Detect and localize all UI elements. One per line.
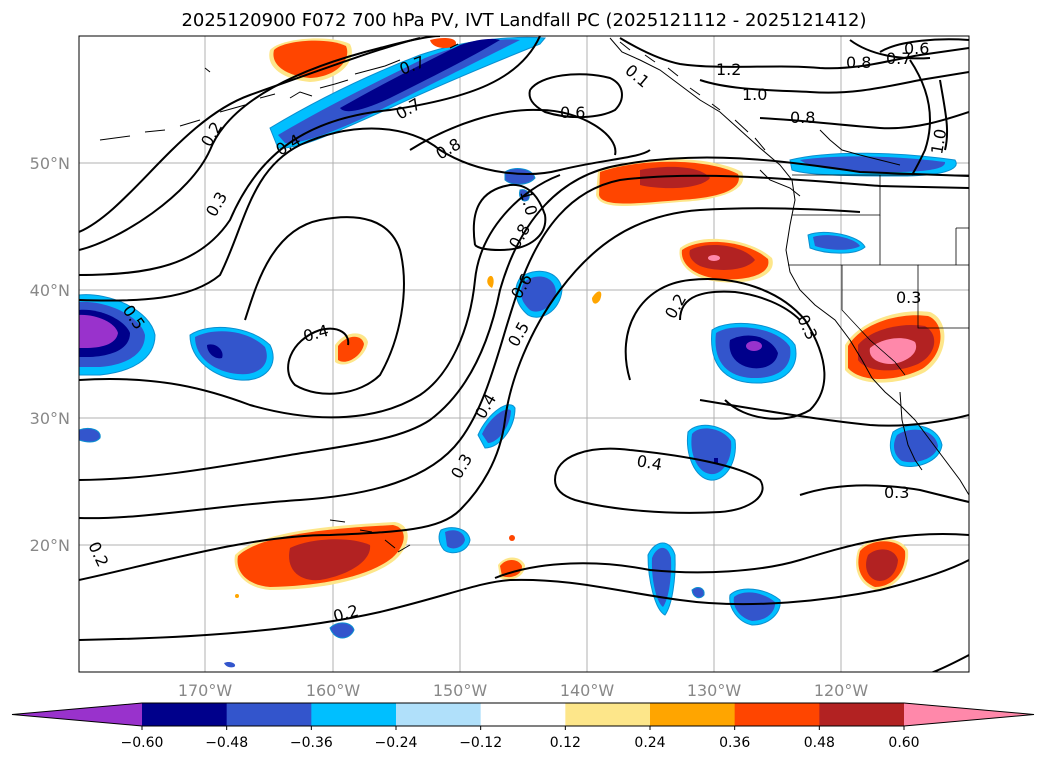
longitude-labels: 170°W 160°W 150°W 140°W 130°W 120°W [178,681,869,700]
anomaly-blob-central-positive [335,333,368,365]
colorbar-tick-label: 0.60 [888,735,919,751]
anomaly-blob-midpacific-negative-1 [515,270,563,318]
anomaly-blob-tiny-positive-3 [509,535,515,541]
anomaly-blob-tropical-negative-core [651,547,672,607]
colorbar-segment [734,703,820,726]
colorbar-segment [480,703,566,726]
lat-label: 20°N [30,536,70,555]
anomaly-blob-mexico-positive [855,538,909,590]
colorbar-segment [311,703,397,726]
contour-label: 0.8 [790,108,815,127]
anomaly-blob-oregon-negative [807,231,866,254]
anomaly-blob-small-negative-3-core [445,530,465,549]
colorbar-tick-label: 0.36 [719,735,750,751]
contour-label: 0.3 [896,288,921,307]
lon-label: 140°W [560,681,615,700]
lon-label: 170°W [178,681,233,700]
anomaly-blob-west-edge-negative [79,294,156,376]
anomaly-blob-tiny-positive-2 [592,291,602,304]
colorbar-segment [650,703,736,726]
anomaly-blob-tiny-negative-3 [79,427,101,443]
colorbar-tick-label: −0.24 [375,735,418,751]
colorbar-segment [819,703,905,726]
colorbar-segment [226,703,312,726]
anomaly-blob-north-pacific-positive [679,238,773,283]
colorbar-tick-label: 0.12 [550,735,581,751]
colorbar-tick-label: 0.48 [804,735,835,751]
lon-label: 150°W [433,681,488,700]
contour-label: 0.4 [635,451,663,474]
anomaly-blob-south-negative-core [733,592,776,621]
anomaly-blob-tiny-positive-1 [487,275,494,288]
contour-label: 0.3 [884,483,909,502]
colorbar-segment [565,703,651,726]
contour-label: 0.6 [904,39,929,58]
colorbar-segment [396,703,482,726]
map-area: 0.2 0.3 0.4 0.7 0.7 0.6 0.8 1.2 1.0 0.8 … [79,36,969,672]
contour-label: 1.2 [716,60,741,79]
anomaly-blob-baja-negative [889,425,943,467]
colorbar-segment [142,703,228,726]
contour-label: 1.0 [927,127,950,155]
colorbar-tick-label: −0.48 [205,735,248,751]
lat-label: 30°N [30,409,70,428]
lon-label: 130°W [687,681,742,700]
anomaly-blob-tiny-negative-4 [224,661,236,668]
anomaly-blob-tiny-negative-1 [691,587,705,599]
anomaly-blob-northeast-positive [596,158,744,206]
pv-contours [79,36,969,672]
contour-label: 0.8 [846,53,871,72]
colorbar-segment [12,703,142,726]
colorbar-tick-label: −0.36 [290,735,333,751]
colorbar-segment [904,703,1034,726]
lat-label: 50°N [30,154,70,173]
contour-label: 0.6 [560,103,585,122]
coastlines [99,37,969,553]
lon-label: 160°W [306,681,361,700]
map-frame [78,35,970,673]
anomaly-blob-subtropical-negative-2 [686,424,736,481]
lon-label: 120°W [814,681,869,700]
anomaly-blob-tiny-positive-4 [235,594,239,598]
latitude-labels: 50°N 40°N 30°N 20°N [30,154,70,555]
colorbar-tick-label: −0.12 [459,735,502,751]
figure-title: 2025120900 F072 700 hPa PV, IVT Landfall… [181,10,866,31]
contour-label: 0.7 [886,49,911,68]
anomaly-blob-offshore-negative [711,322,797,384]
colorbar-tick-label: 0.24 [634,735,665,751]
colorbar: −0.60 −0.48 −0.36 −0.24 −0.12 0.12 0.24 0.36 0.4… [11,702,1035,751]
anomaly-blob-subtropical-negative [189,326,274,381]
contour-label: 1.0 [742,85,767,104]
anomaly-blob-tiny-negative-2 [329,622,355,639]
anomaly-blob-alaska-positive [269,38,456,82]
lat-label: 40°N [30,281,70,300]
anomaly-blob-california-positive [845,311,945,383]
colorbar-tick-label: −0.60 [121,735,164,751]
